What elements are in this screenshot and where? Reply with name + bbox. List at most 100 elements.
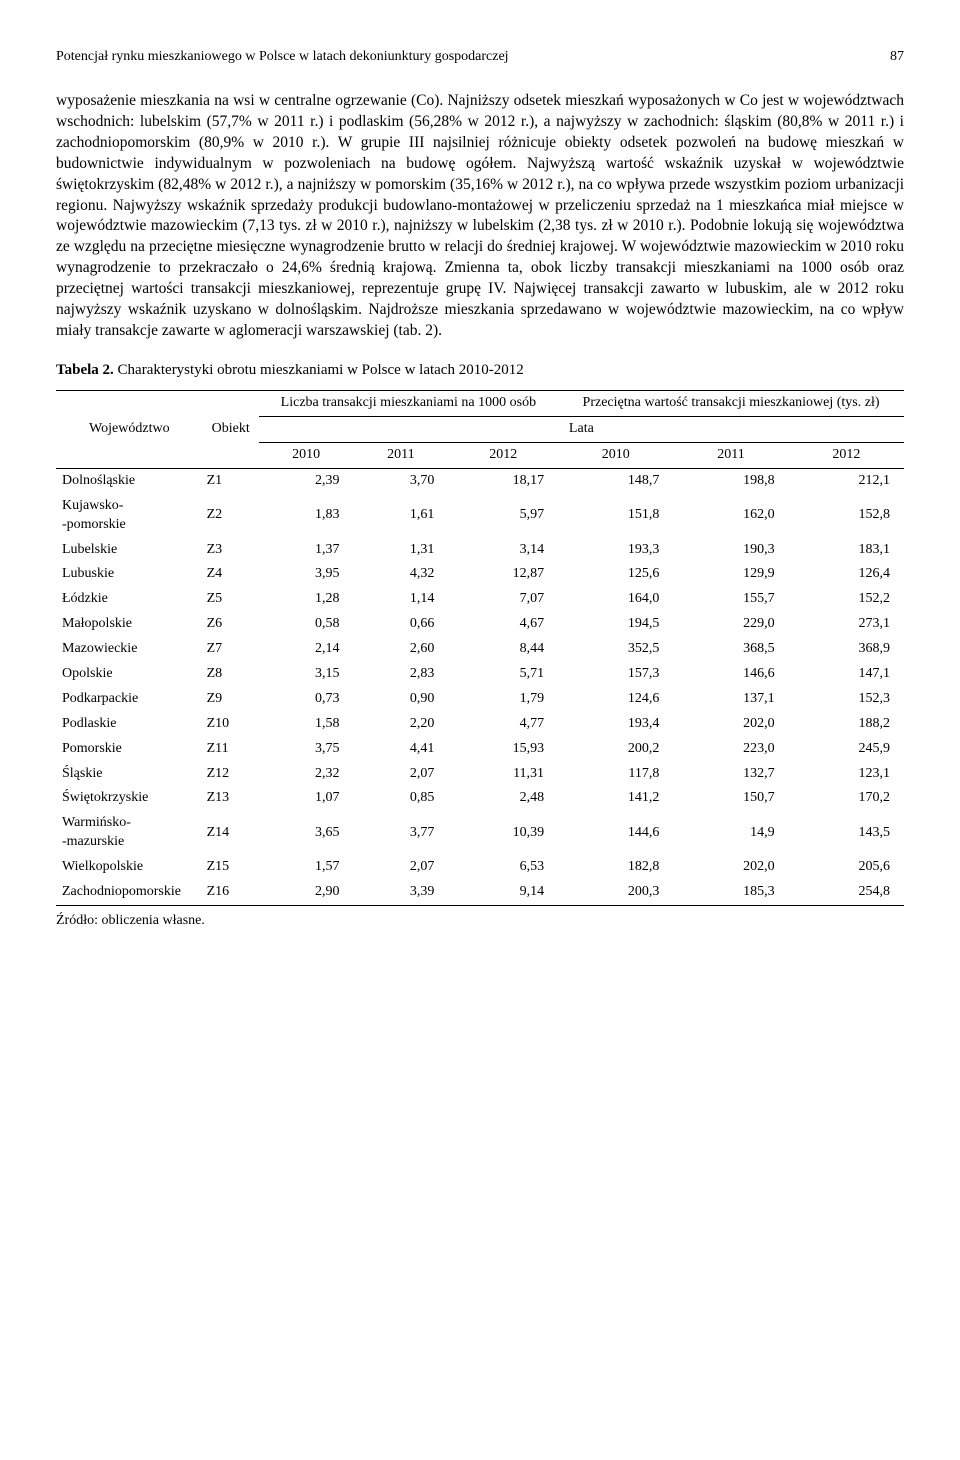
row-object: Z7 (203, 637, 259, 662)
row-value: 4,67 (448, 612, 558, 637)
row-value: 5,71 (448, 662, 558, 687)
row-name: Świętokrzyskie (56, 786, 203, 811)
row-value: 368,9 (789, 637, 904, 662)
row-value: 2,14 (259, 637, 354, 662)
row-value: 2,60 (354, 637, 449, 662)
row-value: 155,7 (673, 587, 788, 612)
table-row: MazowieckieZ72,142,608,44352,5368,5368,9 (56, 637, 904, 662)
row-value: 18,17 (448, 468, 558, 493)
row-value: 0,58 (259, 612, 354, 637)
row-object: Z2 (203, 494, 259, 538)
data-table: Województwo Obiekt Liczba transakcji mie… (56, 390, 904, 906)
row-value: 1,28 (259, 587, 354, 612)
row-object: Z4 (203, 562, 259, 587)
row-value: 352,5 (558, 637, 673, 662)
row-object: Z11 (203, 737, 259, 762)
row-value: 162,0 (673, 494, 788, 538)
row-value: 1,14 (354, 587, 449, 612)
table-source: Źródło: obliczenia własne. (56, 912, 904, 931)
row-value: 200,2 (558, 737, 673, 762)
row-value: 182,8 (558, 855, 673, 880)
row-value: 126,4 (789, 562, 904, 587)
row-value: 193,3 (558, 538, 673, 563)
row-object: Z10 (203, 712, 259, 737)
row-value: 273,1 (789, 612, 904, 637)
row-name: Łódzkie (56, 587, 203, 612)
row-value: 223,0 (673, 737, 788, 762)
col-group-transactions: Liczba transakcji mieszkaniami na 1000 o… (259, 391, 558, 417)
row-object: Z14 (203, 811, 259, 855)
row-value: 0,73 (259, 687, 354, 712)
row-name: Lubelskie (56, 538, 203, 563)
row-object: Z6 (203, 612, 259, 637)
row-value: 245,9 (789, 737, 904, 762)
row-name: Warmińsko- -mazurskie (56, 811, 203, 855)
row-value: 148,7 (558, 468, 673, 493)
page-number: 87 (864, 48, 904, 67)
row-value: 198,8 (673, 468, 788, 493)
table-row: ZachodniopomorskieZ162,903,399,14200,318… (56, 880, 904, 905)
col-lata: Lata (259, 417, 904, 443)
row-value: 152,2 (789, 587, 904, 612)
row-object: Z5 (203, 587, 259, 612)
row-value: 3,15 (259, 662, 354, 687)
row-value: 124,6 (558, 687, 673, 712)
row-value: 3,95 (259, 562, 354, 587)
row-name: Zachodniopomorskie (56, 880, 203, 905)
row-value: 4,41 (354, 737, 449, 762)
row-name: Podlaskie (56, 712, 203, 737)
row-value: 368,5 (673, 637, 788, 662)
row-name: Pomorskie (56, 737, 203, 762)
row-value: 7,07 (448, 587, 558, 612)
table-row: Kujawsko- -pomorskieZ21,831,615,97151,81… (56, 494, 904, 538)
row-value: 129,9 (673, 562, 788, 587)
row-value: 170,2 (789, 786, 904, 811)
row-value: 202,0 (673, 855, 788, 880)
row-object: Z8 (203, 662, 259, 687)
row-object: Z9 (203, 687, 259, 712)
row-value: 1,31 (354, 538, 449, 563)
row-value: 2,07 (354, 855, 449, 880)
row-value: 0,66 (354, 612, 449, 637)
col-wojewodztwo: Województwo (56, 391, 203, 469)
row-value: 157,3 (558, 662, 673, 687)
row-name: Małopolskie (56, 612, 203, 637)
row-value: 3,14 (448, 538, 558, 563)
row-object: Z12 (203, 762, 259, 787)
table-row: PomorskieZ113,754,4115,93200,2223,0245,9 (56, 737, 904, 762)
row-value: 229,0 (673, 612, 788, 637)
table-caption-label: Tabela 2. (56, 362, 114, 378)
row-value: 2,48 (448, 786, 558, 811)
row-value: 5,97 (448, 494, 558, 538)
row-value: 14,9 (673, 811, 788, 855)
row-value: 9,14 (448, 880, 558, 905)
col-obiekt: Obiekt (203, 391, 259, 469)
row-name: Kujawsko- -pomorskie (56, 494, 203, 538)
row-value: 8,44 (448, 637, 558, 662)
row-value: 2,39 (259, 468, 354, 493)
row-value: 2,90 (259, 880, 354, 905)
row-value: 137,1 (673, 687, 788, 712)
table-row: DolnośląskieZ12,393,7018,17148,7198,8212… (56, 468, 904, 493)
row-value: 151,8 (558, 494, 673, 538)
row-value: 1,58 (259, 712, 354, 737)
row-value: 1,61 (354, 494, 449, 538)
table-row: ŚwiętokrzyskieZ131,070,852,48141,2150,71… (56, 786, 904, 811)
row-value: 2,20 (354, 712, 449, 737)
row-value: 141,2 (558, 786, 673, 811)
row-value: 2,83 (354, 662, 449, 687)
row-name: Opolskie (56, 662, 203, 687)
row-value: 125,6 (558, 562, 673, 587)
table-row: OpolskieZ83,152,835,71157,3146,6147,1 (56, 662, 904, 687)
table-caption-text: Charakterystyki obrotu mieszkaniami w Po… (114, 362, 524, 378)
table-row: ŁódzkieZ51,281,147,07164,0155,7152,2 (56, 587, 904, 612)
row-value: 3,70 (354, 468, 449, 493)
row-value: 185,3 (673, 880, 788, 905)
table-row: PodkarpackieZ90,730,901,79124,6137,1152,… (56, 687, 904, 712)
table-row: WielkopolskieZ151,572,076,53182,8202,020… (56, 855, 904, 880)
row-value: 117,8 (558, 762, 673, 787)
table-caption: Tabela 2. Charakterystyki obrotu mieszka… (56, 360, 904, 380)
running-header: Potencjał rynku mieszkaniowego w Polsce … (56, 48, 904, 67)
row-object: Z15 (203, 855, 259, 880)
row-value: 0,90 (354, 687, 449, 712)
